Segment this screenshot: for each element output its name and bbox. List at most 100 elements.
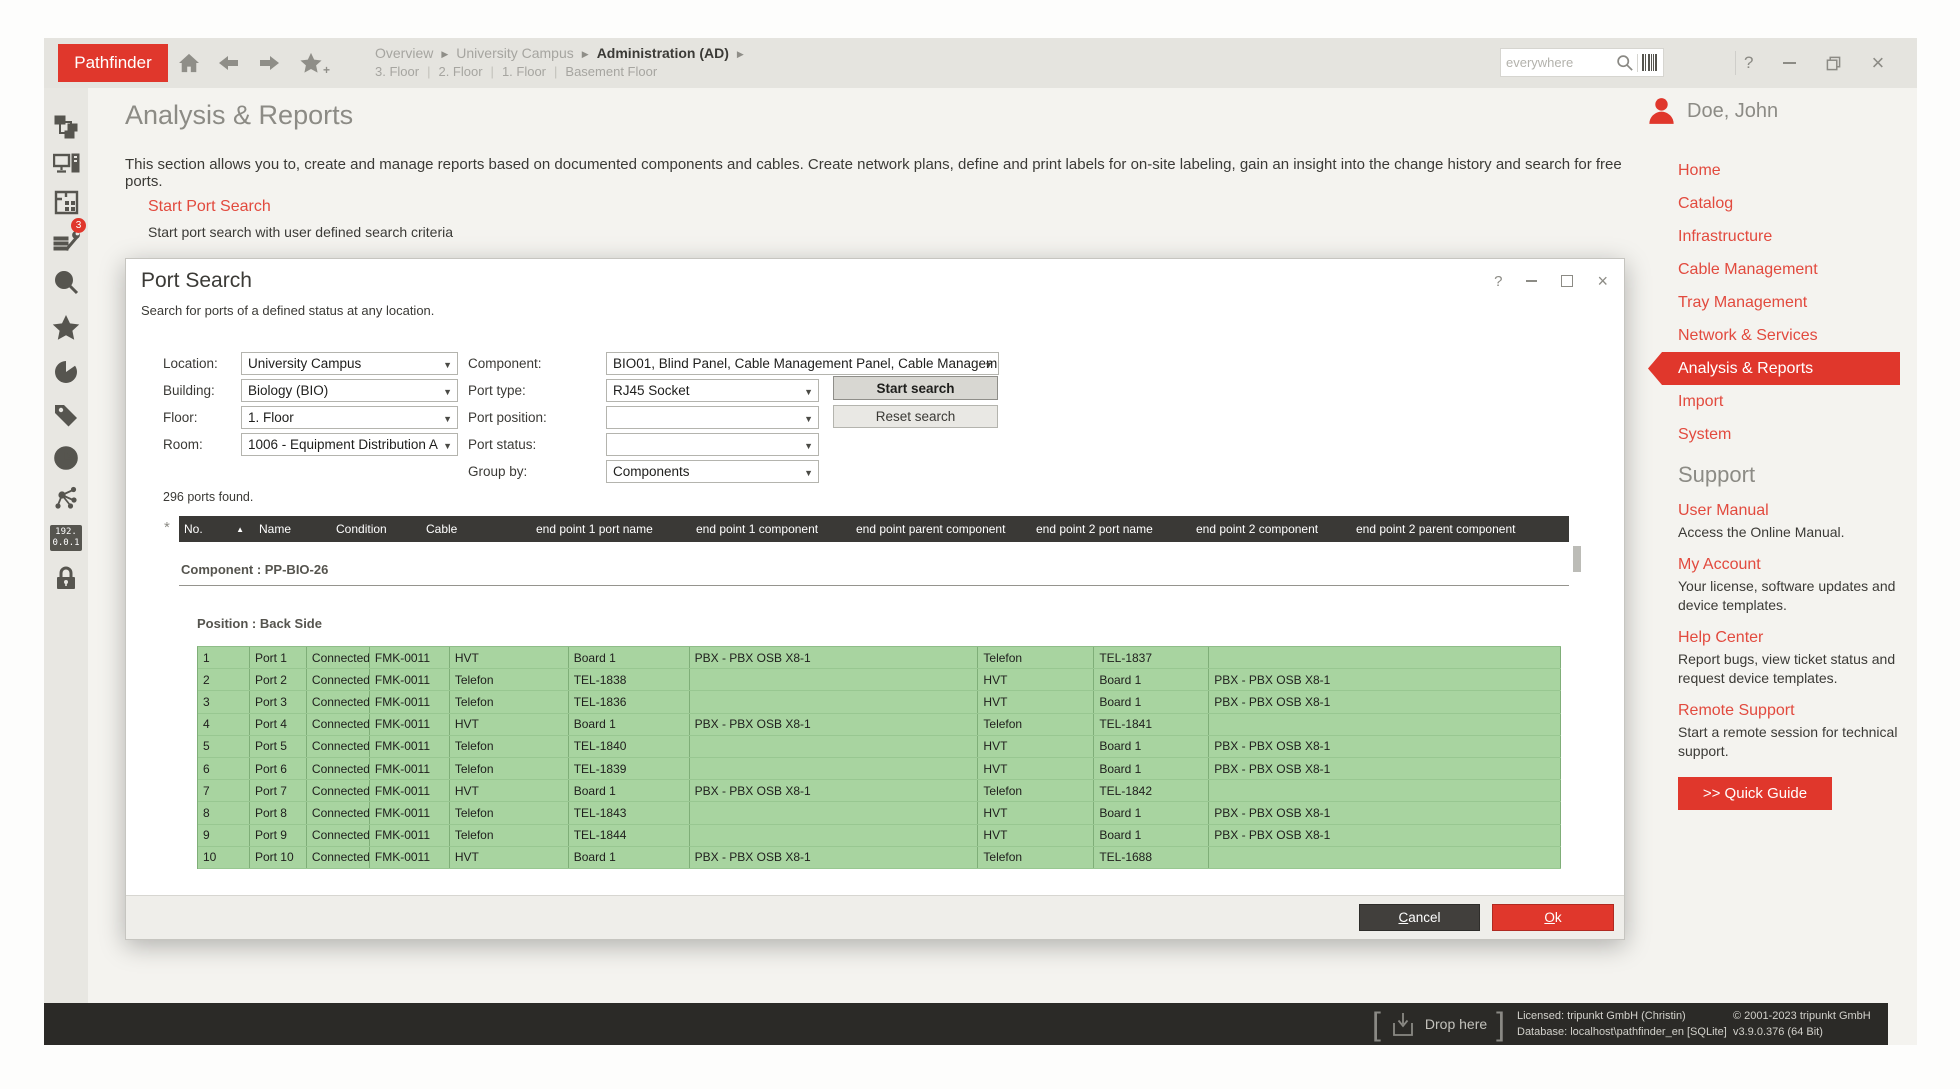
dialog-minimize-icon[interactable] [1526, 280, 1538, 282]
port-position-select[interactable]: ▼ [606, 406, 819, 429]
floor-link[interactable]: Basement Floor [565, 64, 658, 79]
breadcrumb-item[interactable]: Administration (AD) [596, 45, 729, 61]
table-row[interactable]: 9 Port 9 Connected FMK-0011 Telefon TEL-1844 H… [198, 824, 1561, 847]
tasks-icon[interactable]: 3 [44, 218, 88, 262]
table-row[interactable]: 8 Port 8 Connected FMK-0011 Telefon TEL-1843 H… [198, 802, 1561, 825]
workstation-icon[interactable] [44, 145, 88, 185]
table-cell: PBX - PBX OSB X8-1 [690, 713, 979, 735]
floor-select[interactable]: 1. Floor ▼ [241, 406, 458, 429]
search-input[interactable] [1506, 55, 1616, 70]
favorite-add-icon[interactable]: + [294, 47, 330, 79]
component-select[interactable]: BIO01, Blind Panel, Cable Management Pan… [606, 352, 999, 375]
nav-item-infrastructure[interactable]: Infrastructure [1678, 227, 1773, 245]
port-type-select[interactable]: RJ45 Socket ▼ [606, 379, 819, 402]
barcode-icon[interactable] [1642, 54, 1658, 71]
minimize-icon[interactable] [1783, 62, 1797, 64]
floor-divider: | [427, 64, 431, 79]
table-cell [1209, 846, 1561, 869]
support-link[interactable]: Help Center [1678, 629, 1764, 646]
nav-item-import[interactable]: Import [1678, 392, 1724, 410]
nav-item-system[interactable]: System [1678, 425, 1732, 443]
table-row[interactable]: 3 Port 3 Connected FMK-0011 Telefon TEL-1836 H… [198, 691, 1561, 714]
nav-item-network-services[interactable]: Network & Services [1678, 326, 1818, 344]
table-row[interactable]: 6 Port 6 Connected FMK-0011 Telefon TEL-1839 H… [198, 758, 1561, 781]
window-controls: ? × [1744, 38, 1884, 88]
room-select[interactable]: 1006 - Equipment Distribution A ▼ [241, 433, 458, 456]
floor-link[interactable]: 2. Floor [438, 64, 483, 79]
column-header[interactable]: Cable [421, 522, 531, 536]
breadcrumb-item[interactable]: University Campus [456, 45, 574, 61]
nav-item-cable-management[interactable]: Cable Management [1678, 260, 1818, 278]
back-icon[interactable] [212, 47, 246, 79]
search-icon[interactable] [1616, 54, 1633, 71]
table-row[interactable]: 5 Port 5 Connected FMK-0011 Telefon TEL-1840 H… [198, 735, 1561, 759]
floor-link[interactable]: 1. Floor [501, 64, 547, 79]
user-menu[interactable]: Doe, John [1648, 98, 1778, 124]
column-header[interactable]: end point 2 component [1191, 522, 1351, 536]
dialog-close-icon[interactable]: × [1597, 271, 1608, 291]
table-row[interactable]: 7 Port 7 Connected FMK-0011 HVT Board 1 PBX - … [198, 780, 1561, 803]
app-logo[interactable]: Pathfinder [58, 44, 168, 82]
support-link[interactable]: My Account [1678, 556, 1761, 573]
column-header[interactable]: Name [254, 522, 331, 536]
column-header[interactable]: Condition [331, 522, 421, 536]
nav-item-analysis-reports[interactable]: Analysis & Reports [1648, 352, 1900, 385]
restore-icon[interactable] [1826, 56, 1841, 71]
pie-chart-icon[interactable] [44, 352, 88, 392]
table-row[interactable]: 4 Port 4 Connected FMK-0011 HVT Board 1 PBX - … [198, 713, 1561, 736]
location-select[interactable]: University Campus ▼ [241, 352, 458, 375]
ip-address-icon[interactable]: 192. 0.0.1 [44, 518, 88, 558]
support-link[interactable]: User Manual [1678, 502, 1769, 519]
nav-item-home[interactable]: Home [1678, 161, 1721, 179]
column-header[interactable]: end point 2 parent component [1351, 522, 1569, 536]
dialog-maximize-icon[interactable] [1561, 275, 1574, 287]
table-cell: HVT [450, 713, 569, 735]
dialog-title: Port Search [141, 269, 252, 292]
table-cell: 2 [198, 669, 250, 691]
column-header[interactable]: No. ▲ [179, 522, 254, 536]
support-link[interactable]: Remote Support [1678, 702, 1795, 719]
nav-item-tray-management[interactable]: Tray Management [1678, 293, 1808, 311]
start-search-button[interactable]: Start search [833, 376, 998, 400]
table-row[interactable]: 1 Port 1 Connected FMK-0011 HVT Board 1 PBX - … [198, 647, 1561, 670]
floorplan-icon[interactable] [44, 182, 88, 222]
favorites-icon[interactable] [44, 308, 88, 348]
topology-icon[interactable] [44, 107, 88, 147]
lock-icon[interactable] [44, 558, 88, 598]
floor-link[interactable]: 3. Floor [375, 64, 420, 79]
history-icon[interactable] [44, 438, 88, 478]
floor-label: Floor: [163, 410, 198, 425]
table-cell: TEL-1844 [569, 824, 690, 846]
nav-item-catalog[interactable]: Catalog [1678, 194, 1734, 212]
table-cell: Telefon [978, 713, 1095, 735]
drop-zone[interactable]: [ Drop here ] [1372, 1003, 1505, 1045]
reset-search-button[interactable]: Reset search [833, 405, 998, 428]
column-header[interactable]: end point 2 port name [1031, 522, 1191, 536]
table-cell: Telefon [450, 824, 569, 846]
table-row[interactable]: 10 Port 10 Connected FMK-0011 HVT Board 1 PBX … [198, 846, 1561, 870]
quick-guide-button[interactable]: >> Quick Guide [1678, 777, 1832, 810]
pin-icon[interactable]: * [164, 519, 170, 536]
network-icon[interactable] [44, 478, 88, 518]
bracket-right: ] [1496, 1006, 1506, 1042]
column-header[interactable]: end point parent component [851, 522, 1031, 536]
column-header[interactable]: end point 1 port name [531, 522, 691, 536]
breadcrumb-item[interactable]: Overview [375, 45, 434, 61]
close-icon[interactable]: × [1871, 50, 1885, 75]
tag-icon[interactable] [44, 395, 88, 435]
dialog-help-icon[interactable]: ? [1494, 272, 1503, 290]
column-header[interactable]: end point 1 component [691, 522, 851, 536]
table-row[interactable]: 2 Port 2 Connected FMK-0011 Telefon TEL-1838 H… [198, 669, 1561, 692]
forward-icon[interactable] [252, 47, 286, 79]
start-port-search-link[interactable]: Start Port Search [148, 198, 271, 215]
group-by-select[interactable]: Components ▼ [606, 460, 819, 483]
table-cell: TEL-1840 [569, 735, 690, 758]
table-scrollbar[interactable] [1573, 546, 1581, 572]
port-status-select[interactable]: ▼ [606, 433, 819, 456]
building-select[interactable]: Biology (BIO) ▼ [241, 379, 458, 402]
help-icon[interactable]: ? [1744, 53, 1754, 72]
home-icon[interactable] [172, 47, 206, 79]
search-sidebar-icon[interactable] [44, 262, 88, 302]
